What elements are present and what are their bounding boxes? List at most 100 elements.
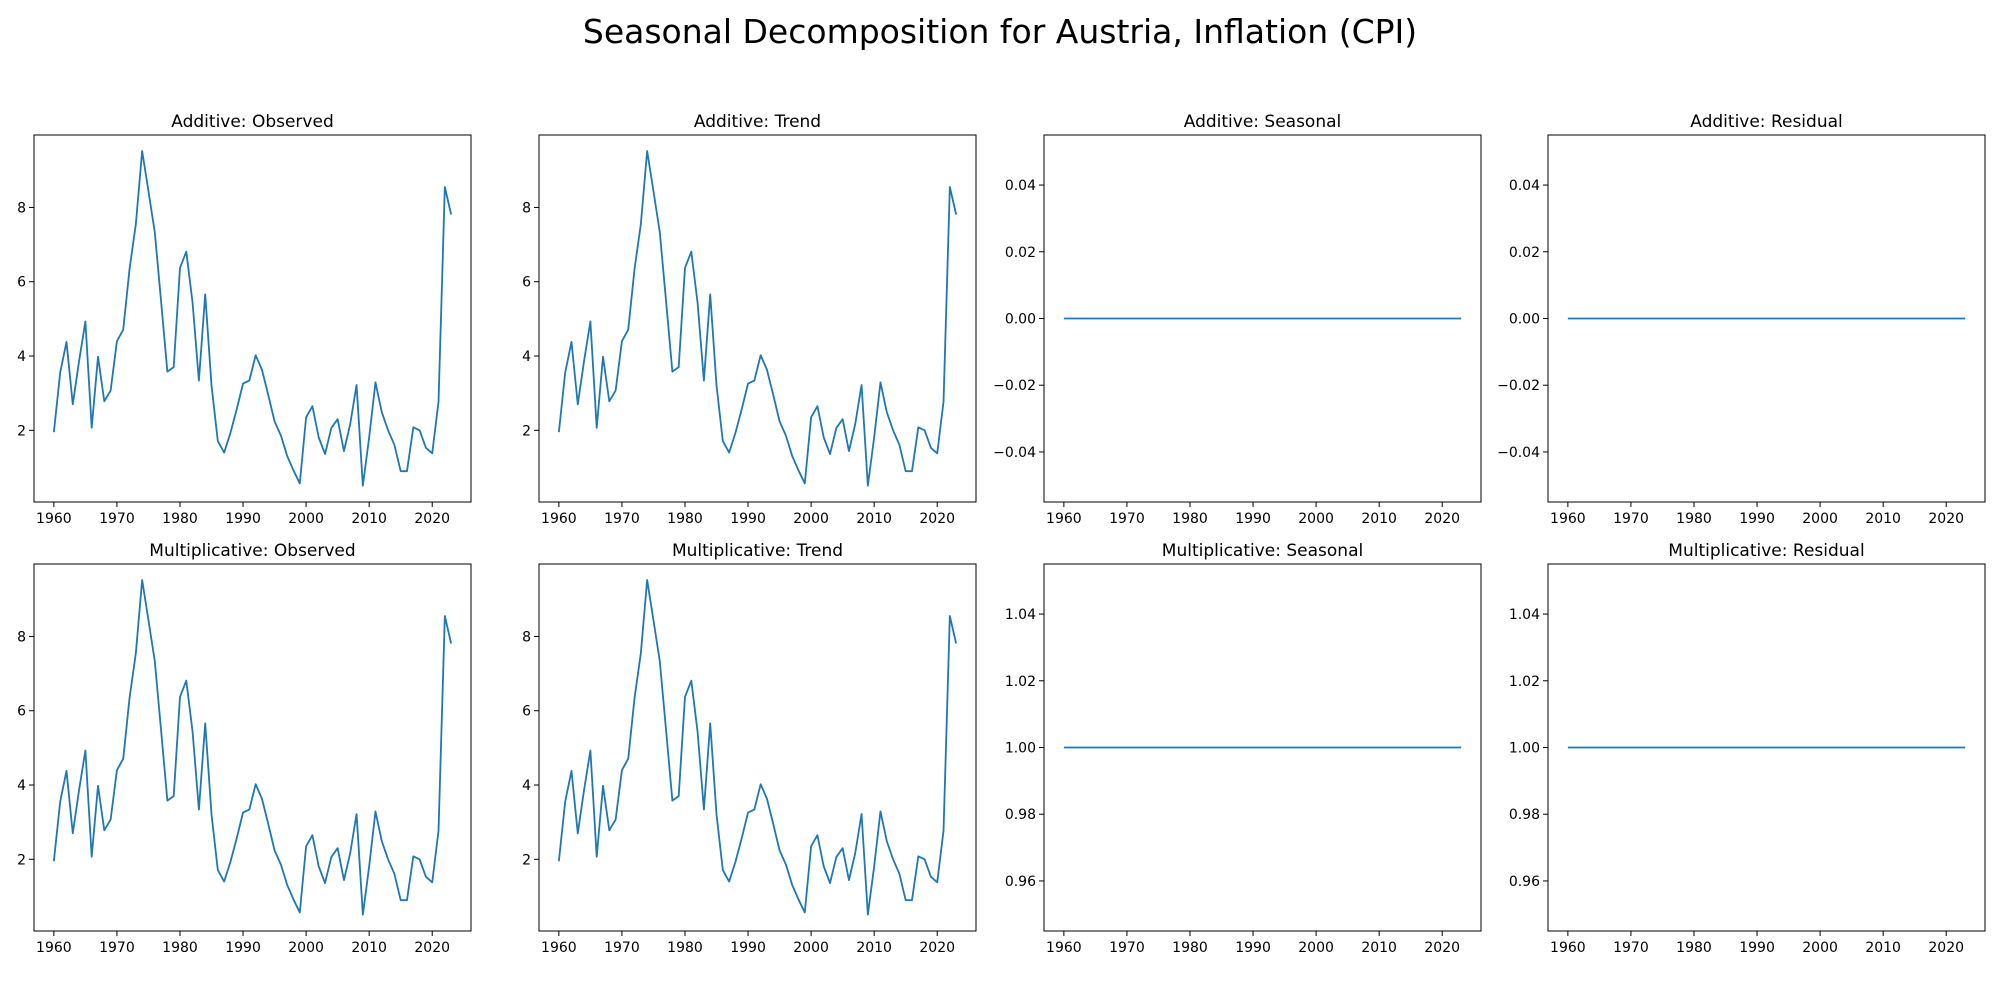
x-tick-label: 1990: [1739, 940, 1775, 956]
x-tick-label: 1980: [1172, 511, 1208, 527]
x-tick-label: 2020: [1424, 940, 1460, 956]
x-tick-label: 2010: [351, 940, 387, 956]
x-tick-label: 2010: [1865, 511, 1901, 527]
x-tick-label: 1970: [1109, 511, 1145, 527]
x-tick-label: 1990: [730, 940, 766, 956]
panel-additive-residual: Additive: Residual 1960 1970 1980 1990 2000 20…: [1497, 112, 1986, 527]
y-tick-label: 6: [522, 704, 531, 720]
y-tick-label: 6: [522, 275, 531, 291]
x-tick-label: 1970: [1613, 940, 1649, 956]
x-tick-label: 2020: [919, 940, 955, 956]
axes-frame: [538, 563, 977, 932]
panel-title: Additive: Residual: [1690, 112, 1842, 132]
x-tick-label: 1990: [1739, 511, 1775, 527]
x-tick-label: 1960: [1550, 940, 1586, 956]
panel-multiplicative-residual: Multiplicative: Residual 1960 1970 1980 1990…: [1509, 541, 1986, 956]
x-tick-label: 1980: [162, 940, 198, 956]
x-tick-label: 1990: [1235, 511, 1271, 527]
x-tick-label: 2020: [414, 940, 450, 956]
x-tick-label: 1990: [225, 940, 261, 956]
panel-additive-observed: Additive: Observed 1960 1970 1980 1990 2000 20…: [17, 112, 472, 527]
panel-additive-trend: Additive: Trend 1960 1970 1980 1990 2000 2010 2…: [522, 112, 977, 527]
y-tick-label: 0.00: [1005, 312, 1036, 328]
x-tick-label: 1960: [36, 511, 72, 527]
panel-multiplicative-seasonal: Multiplicative: Seasonal 1960 1970 1980 1990…: [1005, 541, 1482, 956]
x-tick-label: 2010: [1865, 940, 1901, 956]
x-tick-label: 1970: [99, 940, 135, 956]
axes-frame: [538, 134, 977, 503]
panel-title: Additive: Seasonal: [1184, 112, 1342, 132]
x-tick-label: 2020: [414, 511, 450, 527]
y-tick-label: 8: [17, 200, 26, 216]
y-tick-label: 2: [17, 852, 26, 868]
x-tick-label: 2000: [793, 511, 829, 527]
x-tick-label: 2000: [288, 511, 324, 527]
x-tick-label: 1980: [667, 511, 703, 527]
y-tick-label: 8: [17, 629, 26, 645]
x-tick-label: 1990: [1235, 940, 1271, 956]
y-tick-label: 1.04: [1005, 607, 1036, 623]
y-tick-label: 4: [522, 778, 531, 794]
x-tick-label: 1980: [162, 511, 198, 527]
panel-title: Multiplicative: Observed: [149, 541, 355, 561]
x-tick-label: 2020: [1928, 511, 1964, 527]
figure-title: Seasonal Decomposition for Austria, Infl…: [582, 12, 1418, 51]
x-tick-label: 1990: [225, 511, 261, 527]
series-line: [52, 150, 453, 487]
y-tick-label: −0.02: [993, 378, 1036, 394]
y-tick-label: 2: [522, 852, 531, 868]
y-tick-label: 0.02: [1005, 245, 1036, 261]
y-tick-label: 4: [17, 349, 26, 365]
panel-title: Additive: Observed: [171, 112, 333, 132]
axes-frame: [33, 563, 472, 932]
x-tick-label: 1980: [1172, 940, 1208, 956]
x-tick-label: 1960: [1046, 940, 1082, 956]
panel-multiplicative-trend: Multiplicative: Trend 1960 1970 1980 1990 200…: [522, 541, 977, 956]
series-line: [52, 579, 453, 916]
panel-additive-seasonal: Additive: Seasonal 1960 1970 1980 1990 2000 20…: [993, 112, 1482, 527]
x-tick-label: 1980: [667, 940, 703, 956]
x-tick-label: 2000: [793, 940, 829, 956]
x-tick-label: 1960: [36, 940, 72, 956]
panel-title: Multiplicative: Residual: [1668, 541, 1864, 561]
y-tick-label: 2: [17, 423, 26, 439]
x-tick-label: 1970: [604, 940, 640, 956]
y-tick-label: 2: [522, 423, 531, 439]
x-tick-label: 2010: [856, 940, 892, 956]
x-tick-label: 2020: [1424, 511, 1460, 527]
x-tick-label: 1970: [1109, 940, 1145, 956]
x-tick-label: 1970: [99, 511, 135, 527]
x-tick-label: 1970: [604, 511, 640, 527]
series-line: [557, 579, 958, 916]
x-tick-label: 1960: [541, 940, 577, 956]
series-line: [557, 150, 958, 487]
x-tick-label: 2000: [1298, 940, 1334, 956]
y-tick-label: 1.02: [1509, 674, 1540, 690]
x-tick-label: 1980: [1676, 511, 1712, 527]
y-tick-label: 0.98: [1005, 807, 1036, 823]
y-tick-label: 1.02: [1005, 674, 1036, 690]
y-tick-label: 0.00: [1509, 312, 1540, 328]
y-tick-label: 4: [522, 349, 531, 365]
axes-frame: [33, 134, 472, 503]
y-tick-label: −0.04: [1497, 445, 1540, 461]
x-tick-label: 2020: [919, 511, 955, 527]
y-tick-label: 0.96: [1005, 874, 1036, 890]
y-tick-label: 1.00: [1509, 741, 1540, 757]
panel-multiplicative-observed: Multiplicative: Observed 1960 1970 1980 1990…: [17, 541, 472, 956]
x-tick-label: 2010: [1361, 940, 1397, 956]
panel-title: Additive: Trend: [694, 112, 821, 132]
x-tick-label: 1960: [541, 511, 577, 527]
y-tick-label: 0.98: [1509, 807, 1540, 823]
x-tick-label: 1960: [1046, 511, 1082, 527]
x-tick-label: 2010: [1361, 511, 1397, 527]
y-tick-label: −0.02: [1497, 378, 1540, 394]
y-tick-label: 4: [17, 778, 26, 794]
x-tick-label: 2000: [1298, 511, 1334, 527]
y-tick-label: −0.04: [993, 445, 1036, 461]
y-tick-label: 0.04: [1509, 178, 1540, 194]
y-tick-label: 0.96: [1509, 874, 1540, 890]
x-tick-label: 2010: [856, 511, 892, 527]
y-tick-label: 6: [17, 704, 26, 720]
